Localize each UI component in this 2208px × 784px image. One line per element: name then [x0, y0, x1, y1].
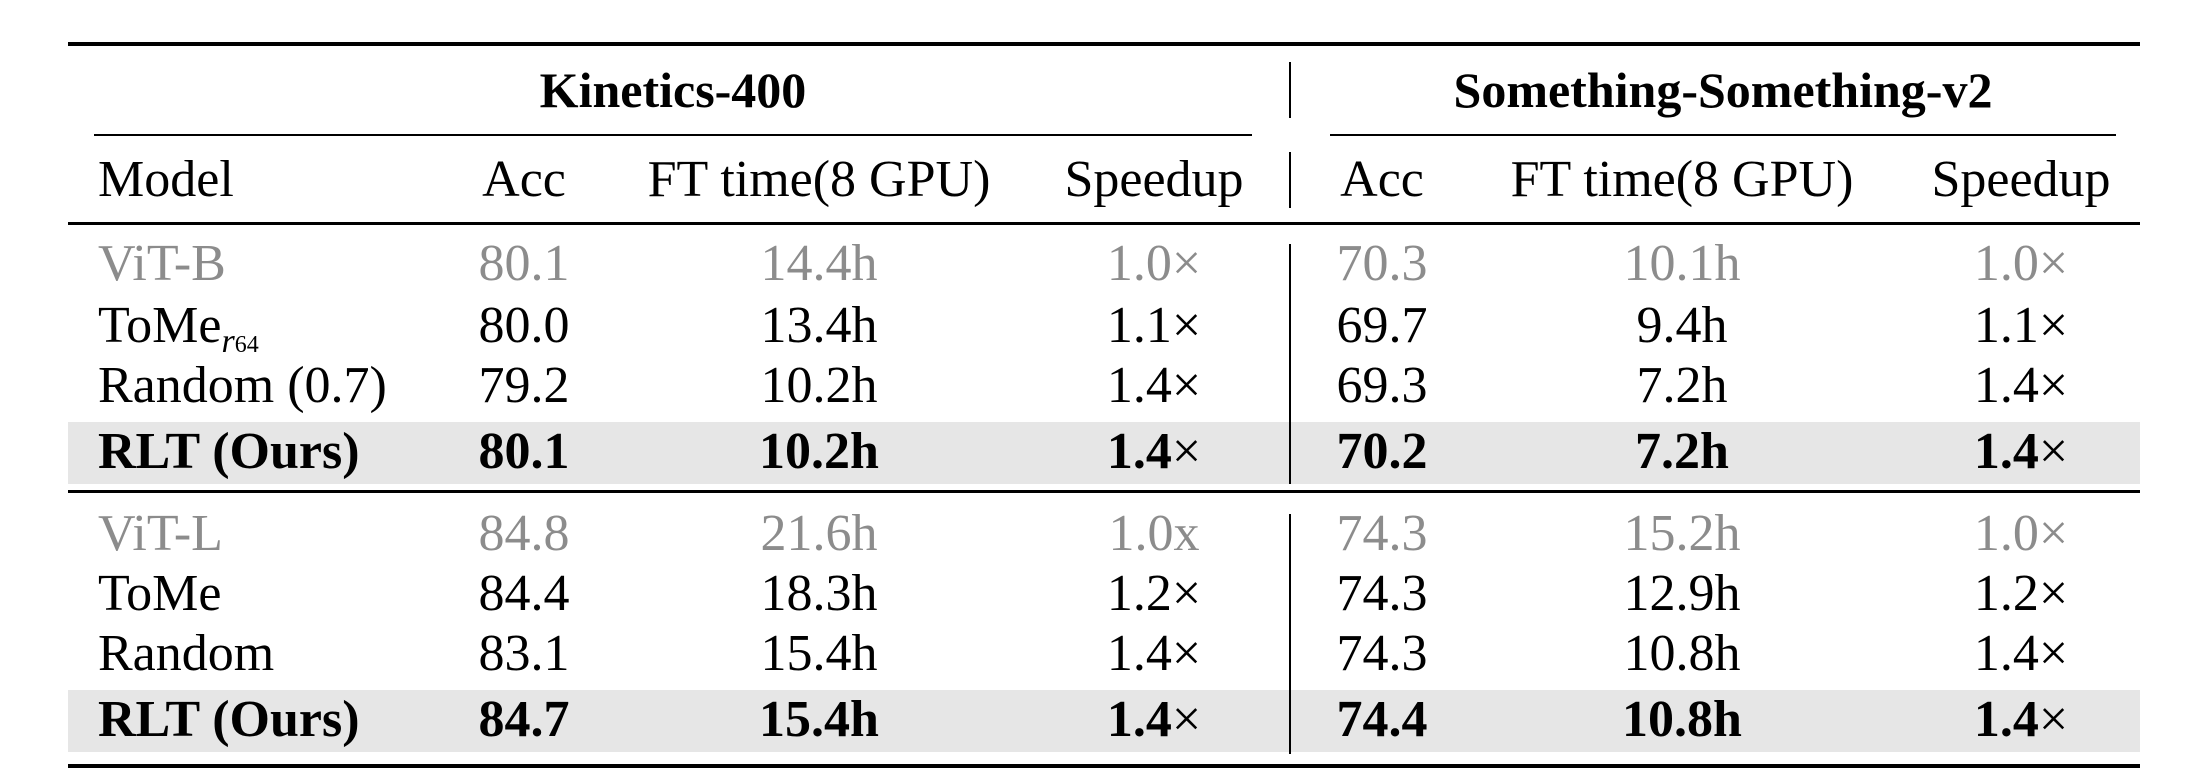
row-rlt-vitl-ssv2-speed: 1.4× [1902, 690, 2140, 750]
vsep-header-group [1289, 62, 1291, 118]
bottom-rule [68, 764, 2140, 768]
row-rlt-vitb-k400-ft: 10.2h [759, 423, 879, 480]
group-header-ssv2: Something-Something-v2 [1453, 62, 1993, 118]
model-subscript: r64 [221, 323, 258, 360]
row-tome-r64-k400-speed: 1.1× [1106, 297, 1202, 354]
col-header-model: Model [98, 151, 234, 208]
row-rlt-vitl-k400-acc: 84.7 [478, 691, 570, 748]
col-header-k400-ft: FT time(8 GPU) [647, 151, 991, 208]
row-random-k400-speed: 1.4× [1106, 625, 1202, 682]
row-vitb-ssv2-acc: 70.3 [1336, 235, 1428, 292]
col-header-k400-speed: Speedup [1064, 151, 1244, 208]
row-random-k400-ft: 15.4h [760, 625, 878, 682]
group-header-kinetics: Kinetics-400 [539, 62, 807, 118]
row-random07-ssv2-acc: 69.3 [1336, 357, 1428, 414]
row-vitl-ssv2-ft: 15.2h [1623, 505, 1741, 562]
row-rlt-vitb-k400-acc: 80.1 [478, 423, 570, 480]
row-tome-r64-ssv2-speed: 1.1× [1973, 297, 2069, 354]
col-header-ssv2-ft: FT time(8 GPU) [1510, 151, 1854, 208]
row-vitb-k400-ft: 14.4h [760, 235, 878, 292]
model-name: ToMe [98, 297, 222, 354]
row-random-ssv2-acc: 74.3 [1336, 625, 1428, 682]
row-tome-r64-ssv2-ft: 9.4h [1636, 297, 1728, 354]
row-rlt-vitl-k400-speed: 1.4× [1034, 690, 1274, 750]
times-symbol: × [2038, 691, 2069, 748]
highlight-band-rlt-vitl [68, 690, 2140, 752]
top-rule [68, 42, 2140, 46]
row-random07-model: Random (0.7) [98, 357, 387, 414]
row-rlt-vitl-model: RLT (Ours) [98, 691, 360, 748]
row-tome-k400-ft: 18.3h [760, 565, 878, 622]
row-vitb-model: ViT-B [98, 235, 226, 292]
row-vitl-model: ViT-L [98, 505, 223, 562]
row-random07-k400-ft: 10.2h [760, 357, 878, 414]
subscript-variable: r [221, 323, 235, 360]
ssv2-cmidrule [1330, 134, 2116, 136]
row-rlt-vitb-k400-speed: 1.4× [1034, 422, 1274, 482]
times-symbol: × [1171, 423, 1202, 480]
row-random07-ssv2-ft: 7.2h [1636, 357, 1728, 414]
row-rlt-vitb-ssv2-speed: 1.4× [1902, 422, 2140, 482]
row-vitl-k400-acc: 84.8 [478, 505, 570, 562]
row-tome-r64-model: ToMer64 [98, 296, 259, 360]
row-vitl-ssv2-speed: 1.0× [1973, 505, 2069, 562]
speedup-value: 1.4 [1106, 691, 1172, 748]
row-random-k400-acc: 83.1 [478, 625, 570, 682]
kinetics-cmidrule [94, 134, 1252, 136]
times-symbol: × [1171, 691, 1202, 748]
row-vitl-ssv2-acc: 74.3 [1336, 505, 1428, 562]
vsep-vitb-block [1289, 244, 1291, 484]
vsep-vitl-block [1289, 514, 1291, 754]
row-vitb-k400-acc: 80.1 [478, 235, 570, 292]
row-tome-k400-acc: 84.4 [478, 565, 570, 622]
row-random07-k400-acc: 79.2 [478, 357, 570, 414]
row-tome-k400-speed: 1.2× [1106, 565, 1202, 622]
header-rule [68, 222, 2140, 225]
row-random-model: Random [98, 625, 275, 682]
row-vitb-ssv2-ft: 10.1h [1623, 235, 1741, 292]
row-vitb-k400-speed: 1.0× [1106, 235, 1202, 292]
row-rlt-vitl-ssv2-acc: 74.4 [1336, 691, 1428, 748]
row-random-ssv2-ft: 10.8h [1623, 625, 1741, 682]
row-vitl-k400-ft: 21.6h [760, 505, 878, 562]
col-header-ssv2-acc: Acc [1340, 151, 1424, 208]
row-tome-r64-ssv2-acc: 69.7 [1336, 297, 1428, 354]
group-separator-rule [68, 490, 2140, 493]
row-rlt-vitb-ssv2-ft: 7.2h [1635, 423, 1729, 480]
times-symbol: × [2038, 423, 2069, 480]
subscript-number: 64 [234, 332, 259, 358]
row-random-ssv2-speed: 1.4× [1973, 625, 2069, 682]
col-header-k400-acc: Acc [482, 151, 566, 208]
vsep-header-cols [1289, 152, 1291, 208]
speedup-value: 1.4 [1106, 423, 1172, 480]
row-tome-ssv2-ft: 12.9h [1623, 565, 1741, 622]
row-tome-ssv2-acc: 74.3 [1336, 565, 1428, 622]
row-rlt-vitb-ssv2-acc: 70.2 [1336, 423, 1428, 480]
row-tome-r64-k400-ft: 13.4h [760, 297, 878, 354]
row-vitl-k400-speed: 1.0x [1108, 505, 1200, 562]
row-tome-ssv2-speed: 1.2× [1973, 565, 2069, 622]
row-tome-model: ToMe [98, 565, 222, 622]
row-rlt-vitl-ssv2-ft: 10.8h [1622, 691, 1742, 748]
row-tome-r64-k400-acc: 80.0 [478, 297, 570, 354]
row-rlt-vitl-k400-ft: 15.4h [759, 691, 879, 748]
row-vitb-ssv2-speed: 1.0× [1973, 235, 2069, 292]
row-rlt-vitb-model: RLT (Ours) [98, 423, 360, 480]
row-random07-ssv2-speed: 1.4× [1973, 357, 2069, 414]
highlight-band-rlt-vitb [68, 422, 2140, 484]
col-header-ssv2-speed: Speedup [1931, 151, 2111, 208]
speedup-value: 1.4 [1973, 423, 2039, 480]
row-random07-k400-speed: 1.4× [1106, 357, 1202, 414]
speedup-value: 1.4 [1973, 691, 2039, 748]
results-table: Kinetics-400 Something-Something-v2 Mode… [68, 42, 2140, 770]
